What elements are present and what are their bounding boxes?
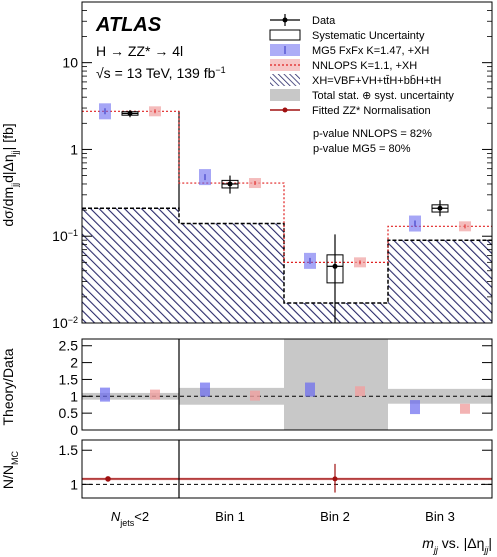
xh-bar [388,240,492,323]
svg-text:Fitted ZZ* Normalisation: Fitted ZZ* Normalisation [312,105,431,117]
process-label: H → ZZ* → 4l [96,43,183,59]
legend-mg5: MG5 FxFx K=1.47, +XH [270,44,429,57]
main-y-axis-label: dσ/dmjjd|Δηjj| [fb] [0,123,20,226]
x-category-label: Bin 1 [215,509,245,524]
x-category-label: Bin 3 [425,509,455,524]
legend-syst: Systematic Uncertainty [269,29,425,42]
legend-fitted: Fitted ZZ* Normalisation [270,105,431,117]
data-point [127,110,133,116]
x-category-label: Bin 2 [320,509,350,524]
data-point [332,263,338,269]
svg-text:MG5 FxFx K=1.47, +XH: MG5 FxFx K=1.47, +XH [312,45,429,57]
legend-nnlops: NNLOPS K=1.1, +XH [270,59,417,72]
norm-panel-frame [81,439,493,499]
ratio-band-bin [284,339,388,430]
ratio-mg5-marker [410,400,420,415]
x-axis-label: mjj vs. |Δηjj| [422,535,492,555]
ratio-nnlops-marker [460,403,470,414]
atlas-label: ATLAS [95,14,162,36]
pvalue-nnlops: p-value NNLOPS = 82% [313,128,432,140]
norm-point-error [332,476,338,482]
y-tick-label: 10−2 [52,315,78,331]
nnlops-line [82,110,492,263]
ratio-mg5-marker [305,382,315,397]
y-tick-label: 1 [70,141,78,157]
ratio-nnlops-marker [355,386,365,397]
xh-bar [179,223,284,323]
y-tick-label: 10 [62,55,78,71]
svg-text:Total stat. ⊕ syst. uncertaint: Total stat. ⊕ syst. uncertainty [312,90,454,102]
norm-y-tick-label: 1 [70,476,78,492]
norm-panel-marks [82,440,492,498]
xh-histogram [82,111,492,323]
xh-bar [284,303,388,323]
ratio-nnlops-marker [250,390,260,401]
norm-panel-ticks: 11.5 [59,442,492,492]
ratio-mg5-marker [100,387,110,402]
svg-text:XH=VBF+VH+tt̄H+bb̄H+tH: XH=VBF+VH+tt̄H+bb̄H+tH [312,74,441,87]
ratio-nnlops-marker [150,389,160,400]
main-panel-frame [81,1,493,324]
y-tick-label: 10−1 [52,228,78,244]
ratio-y-tick-label: 2 [70,355,78,371]
data-point [437,205,443,211]
legend-xh: XH=VBF+VH+tt̄H+bb̄H+tH [270,74,441,87]
ratio-y-tick-label: 0 [70,422,78,438]
svg-text:Data: Data [312,15,336,27]
ratio-panel-marks [82,339,492,430]
norm-y-axis-label: N/NMC [0,450,20,489]
main-panel-marks [82,103,492,323]
svg-text:NNLOPS K=1.1, +XH: NNLOPS K=1.1, +XH [312,60,417,72]
ratio-band-bin [82,392,179,400]
ratio-y-tick-label: 1.5 [59,371,79,387]
ratio-uncertainty-band [82,339,492,430]
x-category-labels: Njets<2 Bin 1 Bin 2 Bin 3 [111,509,455,528]
ratio-panel-frame [81,338,493,431]
ratio-y-axis-label: Theory/Data [0,348,16,425]
xh-bar [82,208,179,323]
svg-text:Systematic Uncertainty: Systematic Uncertainty [312,30,425,42]
data-point [227,181,233,187]
energy-label: √s = 13 TeV, 139 fb−1 [96,65,226,81]
pvalue-mg5: p-value MG5 = 80% [313,143,411,155]
x-category-label: Njets<2 [111,509,149,528]
legend-data: Data [270,14,336,27]
ratio-y-tick-label: 1 [70,388,78,404]
ratio-y-tick-label: 0.5 [59,405,79,421]
ratio-y-tick-label: 2.5 [59,338,79,354]
norm-y-tick-label: 1.5 [59,442,79,458]
ratio-mg5-marker [200,382,210,397]
legend-total: Total stat. ⊕ syst. uncertainty [270,89,454,102]
norm-point [105,476,111,482]
legend: Data Systematic Uncertainty MG5 FxFx K=1… [269,14,454,117]
